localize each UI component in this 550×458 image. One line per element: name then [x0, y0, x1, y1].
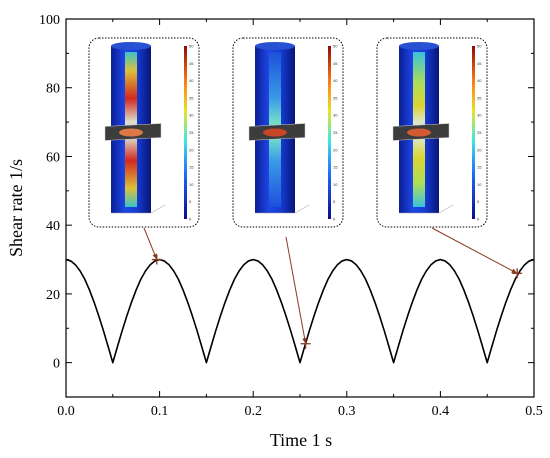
cylinder-top: [111, 42, 151, 50]
impeller-disk: [119, 128, 143, 137]
impeller-disk: [263, 128, 287, 137]
colorbar-tick-label: 20: [189, 147, 194, 152]
colorbar-tick-label: 30: [477, 113, 482, 118]
colorbar: [328, 46, 331, 219]
contour-insets: 5045403530252015105050454035302520151050…: [88, 37, 488, 228]
colorbar-tick-label: 40: [477, 78, 482, 83]
colorbar-tick-label: 15: [477, 165, 482, 170]
y-tick-label: 60: [46, 150, 60, 165]
colorbar-tick-label: 45: [333, 61, 338, 66]
colorbar-tick-label: 5: [477, 199, 480, 204]
domain-outline: [399, 204, 454, 214]
colorbar-tick-label: 0: [477, 217, 480, 222]
colorbar-tick-label: 10: [477, 182, 482, 187]
x-axis-title: Time 1 s: [270, 430, 332, 450]
callout-arrow: [285, 236, 307, 344]
domain-outline: [255, 204, 310, 214]
colorbar-tick-label: 30: [189, 113, 194, 118]
callout-arrow: [431, 227, 518, 274]
colorbar-tick-label: 50: [189, 44, 194, 49]
x-tick-label: 0.3: [338, 404, 356, 419]
y-tick-label: 0: [53, 357, 60, 372]
x-tick-label: 0.4: [432, 404, 450, 419]
callout-arrowhead: [152, 253, 157, 260]
colorbar-tick-label: 35: [333, 95, 338, 100]
colorbar: [184, 46, 187, 219]
cylinder-top: [255, 42, 295, 50]
y-tick-label: 20: [46, 288, 60, 303]
colorbar-tick-label: 30: [333, 113, 338, 118]
colorbar-tick-label: 10: [333, 182, 338, 187]
colorbar-tick-label: 45: [189, 61, 194, 66]
domain-outline: [111, 204, 166, 214]
x-tick-label: 0.1: [151, 404, 169, 419]
colorbar-tick-label: 0: [189, 217, 192, 222]
impeller-disk: [407, 128, 431, 137]
colorbar-tick-label: 20: [477, 147, 482, 152]
y-tick-label: 100: [39, 13, 60, 28]
colorbar-tick-label: 25: [333, 130, 338, 135]
x-tick-label: 0.0: [57, 404, 75, 419]
y-tick-label: 40: [46, 219, 60, 234]
y-axis-title: Shear rate 1/s: [6, 159, 26, 257]
colorbar-tick-label: 45: [477, 61, 482, 66]
colorbar-tick-label: 35: [477, 95, 482, 100]
colorbar-tick-label: 50: [333, 44, 338, 49]
cylinder-top: [399, 42, 439, 50]
colorbar-tick-label: 50: [477, 44, 482, 49]
colorbar-tick-label: 40: [189, 78, 194, 83]
x-tick-label: 0.5: [525, 404, 543, 419]
colorbar-tick-label: 5: [189, 199, 192, 204]
colorbar-tick-label: 25: [477, 130, 482, 135]
colorbar-tick-label: 25: [189, 130, 194, 135]
y-tick-label: 80: [46, 82, 60, 97]
callout-arrowhead: [511, 268, 518, 274]
callout-arrow: [143, 227, 158, 260]
colorbar: [472, 46, 475, 219]
colorbar-tick-label: 5: [333, 199, 336, 204]
colorbar-tick-label: 15: [189, 165, 194, 170]
shear-rate-line: [65, 258, 535, 364]
colorbar-tick-label: 0: [333, 217, 336, 222]
x-tick-label: 0.2: [244, 404, 262, 419]
colorbar-tick-label: 10: [189, 182, 194, 187]
colorbar-tick-label: 40: [333, 78, 338, 83]
colorbar-tick-label: 20: [333, 147, 338, 152]
annotation-overlay: [143, 227, 523, 349]
colorbar-tick-label: 35: [189, 95, 194, 100]
colorbar-tick-label: 15: [333, 165, 338, 170]
